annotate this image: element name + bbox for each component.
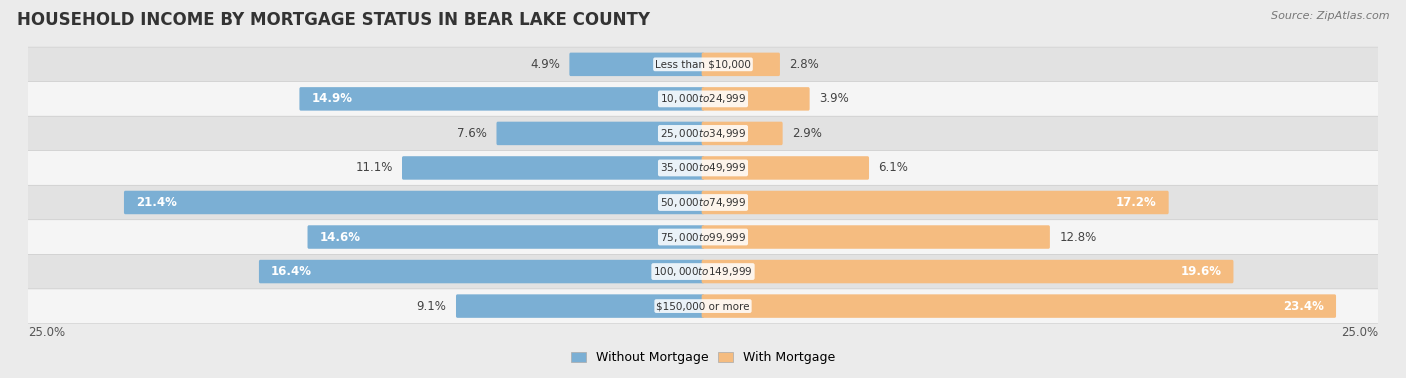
Text: $35,000 to $49,999: $35,000 to $49,999 (659, 161, 747, 175)
FancyBboxPatch shape (25, 116, 1381, 151)
Text: 9.1%: 9.1% (416, 300, 447, 313)
FancyBboxPatch shape (702, 53, 780, 76)
Text: $150,000 or more: $150,000 or more (657, 301, 749, 311)
Text: 19.6%: 19.6% (1180, 265, 1222, 278)
Text: $75,000 to $99,999: $75,000 to $99,999 (659, 231, 747, 243)
FancyBboxPatch shape (299, 87, 704, 111)
FancyBboxPatch shape (25, 151, 1381, 185)
FancyBboxPatch shape (124, 191, 704, 214)
FancyBboxPatch shape (25, 289, 1381, 323)
Text: 16.4%: 16.4% (271, 265, 312, 278)
FancyBboxPatch shape (25, 47, 1381, 82)
Text: 4.9%: 4.9% (530, 58, 560, 71)
Text: $50,000 to $74,999: $50,000 to $74,999 (659, 196, 747, 209)
FancyBboxPatch shape (702, 87, 810, 111)
Text: 7.6%: 7.6% (457, 127, 486, 140)
FancyBboxPatch shape (702, 156, 869, 180)
FancyBboxPatch shape (25, 82, 1381, 116)
Text: 17.2%: 17.2% (1116, 196, 1157, 209)
FancyBboxPatch shape (25, 220, 1381, 254)
Text: $100,000 to $149,999: $100,000 to $149,999 (654, 265, 752, 278)
Legend: Without Mortgage, With Mortgage: Without Mortgage, With Mortgage (565, 346, 841, 369)
FancyBboxPatch shape (456, 294, 704, 318)
FancyBboxPatch shape (702, 122, 783, 145)
Text: 23.4%: 23.4% (1284, 300, 1324, 313)
FancyBboxPatch shape (702, 225, 1050, 249)
Text: Less than $10,000: Less than $10,000 (655, 59, 751, 69)
Text: 11.1%: 11.1% (356, 161, 392, 175)
FancyBboxPatch shape (496, 122, 704, 145)
Text: 2.8%: 2.8% (789, 58, 820, 71)
FancyBboxPatch shape (402, 156, 704, 180)
FancyBboxPatch shape (702, 260, 1233, 283)
FancyBboxPatch shape (702, 191, 1168, 214)
Text: 25.0%: 25.0% (1341, 326, 1378, 339)
FancyBboxPatch shape (259, 260, 704, 283)
FancyBboxPatch shape (569, 53, 704, 76)
Text: Source: ZipAtlas.com: Source: ZipAtlas.com (1271, 11, 1389, 21)
Text: 14.9%: 14.9% (312, 92, 353, 105)
Text: 3.9%: 3.9% (820, 92, 849, 105)
FancyBboxPatch shape (702, 294, 1336, 318)
FancyBboxPatch shape (25, 254, 1381, 289)
Text: 6.1%: 6.1% (879, 161, 908, 175)
FancyBboxPatch shape (25, 185, 1381, 220)
Text: $10,000 to $24,999: $10,000 to $24,999 (659, 92, 747, 105)
FancyBboxPatch shape (308, 225, 704, 249)
Text: 14.6%: 14.6% (319, 231, 361, 243)
Text: 21.4%: 21.4% (136, 196, 177, 209)
Text: HOUSEHOLD INCOME BY MORTGAGE STATUS IN BEAR LAKE COUNTY: HOUSEHOLD INCOME BY MORTGAGE STATUS IN B… (17, 11, 650, 29)
Text: 2.9%: 2.9% (792, 127, 823, 140)
Text: 25.0%: 25.0% (28, 326, 65, 339)
Text: $25,000 to $34,999: $25,000 to $34,999 (659, 127, 747, 140)
Text: 12.8%: 12.8% (1059, 231, 1097, 243)
